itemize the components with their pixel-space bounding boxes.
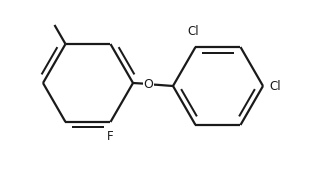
Text: Cl: Cl (188, 25, 199, 38)
Text: F: F (107, 130, 114, 143)
Text: Cl: Cl (269, 79, 281, 92)
Text: O: O (143, 78, 153, 91)
